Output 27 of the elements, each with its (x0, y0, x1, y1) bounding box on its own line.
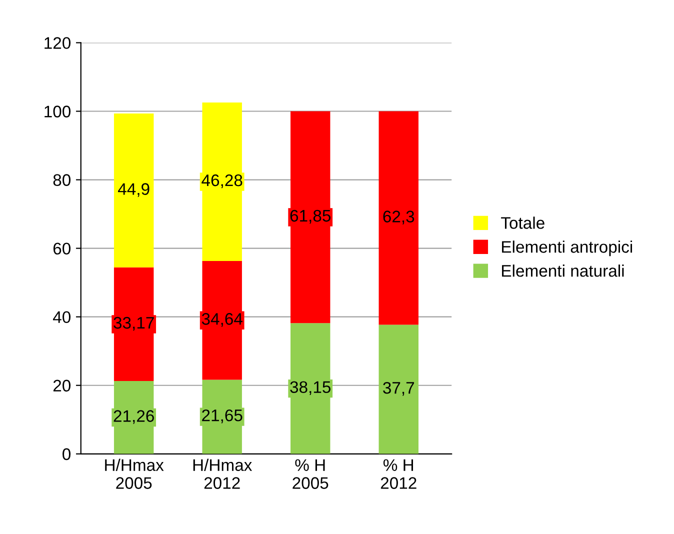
data-label: 21,65 (202, 409, 242, 424)
data-label: 33,17 (114, 316, 154, 331)
legend-label: Elementi antropici (502, 240, 632, 256)
x-tick-label: % H 2012 (380, 459, 416, 489)
y-tick-label: 100 (44, 106, 71, 118)
bar (378, 111, 418, 325)
y-tick-label: 120 (44, 37, 71, 49)
x-tick-label: H/Hmax 2005 (105, 458, 164, 489)
data-label: 46,28 (202, 174, 242, 188)
data-label: 37,7 (383, 382, 414, 396)
data-label: 62,3 (383, 210, 414, 224)
y-tick-label: 60 (53, 242, 71, 255)
x-tick-label: % H 2005 (292, 459, 328, 489)
legend-label: Totale (501, 216, 544, 229)
data-label: 61,85 (290, 210, 331, 224)
data-label: 38,15 (290, 381, 331, 395)
data-label: 34,64 (202, 313, 242, 327)
y-tick-label: 80 (53, 174, 71, 186)
bar (114, 114, 154, 268)
x-tick-label: H/Hmax 2012 (193, 458, 252, 489)
y-tick-label: 0 (62, 448, 71, 460)
y-tick-label: 40 (53, 311, 71, 324)
legend-label: Elementi naturali (502, 264, 624, 277)
bar (378, 324, 418, 454)
data-label: 21,26 (114, 410, 154, 424)
y-tick-label: 20 (53, 380, 71, 392)
data-label: 44,9 (118, 183, 150, 197)
